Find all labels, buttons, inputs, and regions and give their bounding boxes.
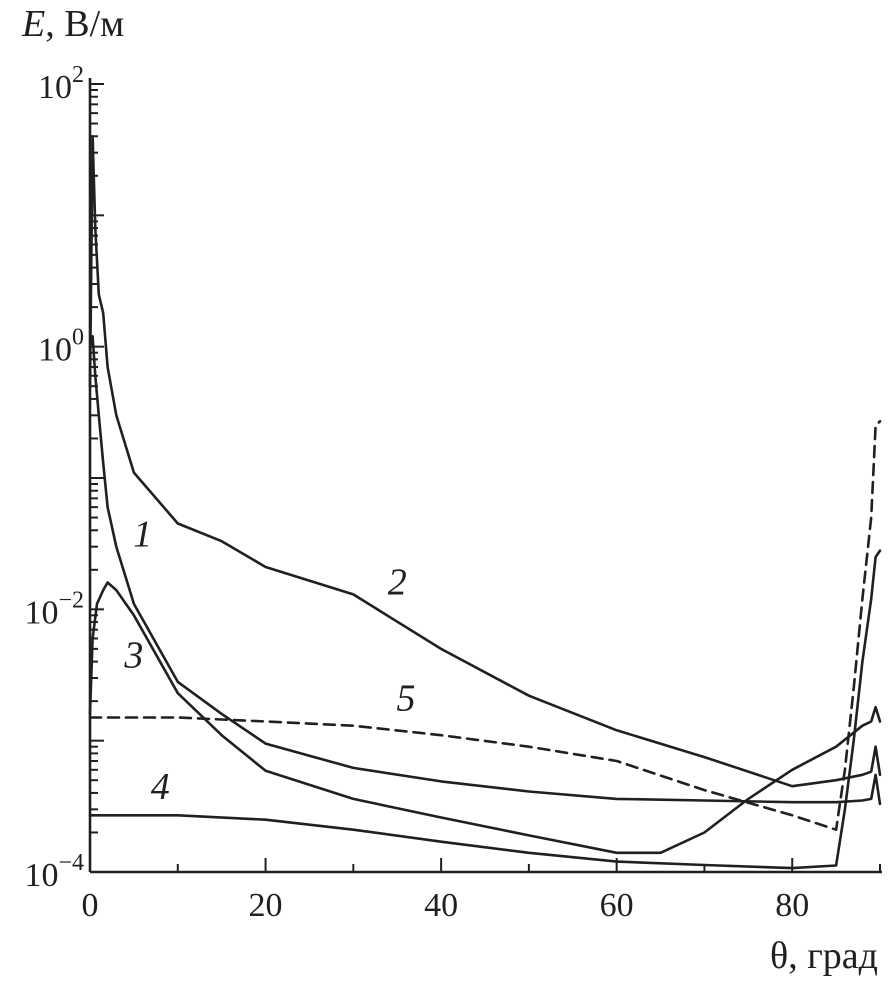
y-tick-base: 10	[38, 69, 72, 106]
y-tick-label: 102	[38, 62, 84, 106]
series-4-line	[88, 549, 882, 870]
x-tick-label: 0	[82, 887, 99, 924]
y-axis-title-symbol: E	[21, 3, 45, 45]
curve-labels: 1 2 3 4 5	[123, 514, 415, 808]
series-2-line	[88, 135, 882, 788]
x-tick-label: 60	[600, 887, 634, 924]
y-tick-exponent: 0	[72, 325, 84, 351]
y-tick-label: 10−4	[24, 850, 84, 894]
x-tick-label: 20	[249, 887, 283, 924]
y-tick-base: 10	[24, 857, 58, 894]
curve-label-3: 3	[123, 635, 143, 677]
x-tick-label: 80	[775, 887, 809, 924]
x-tick-label: 40	[424, 887, 458, 924]
curve-label-5: 5	[397, 677, 416, 719]
y-tick-exponent: −4	[58, 850, 84, 876]
y-axis-title-unit: , В/м	[45, 3, 124, 45]
series-1-line	[88, 335, 882, 806]
y-tick-base: 10	[24, 594, 58, 631]
x-axis-title: θ, град	[770, 935, 878, 977]
series-3-line	[88, 581, 882, 855]
y-tick-exponent: −2	[58, 587, 84, 613]
curve-label-4: 4	[151, 766, 170, 808]
curve-label-2: 2	[388, 561, 407, 603]
series-layer	[88, 135, 882, 870]
curve-label-1: 1	[133, 514, 152, 556]
y-tick-base: 10	[38, 332, 72, 369]
y-tick-label: 100	[38, 325, 84, 369]
y-tick-exponent: 2	[72, 62, 84, 88]
series-5-line	[88, 420, 882, 831]
y-tick-label: 10−2	[24, 587, 84, 631]
y-axis-title: E, В/м	[21, 3, 124, 45]
